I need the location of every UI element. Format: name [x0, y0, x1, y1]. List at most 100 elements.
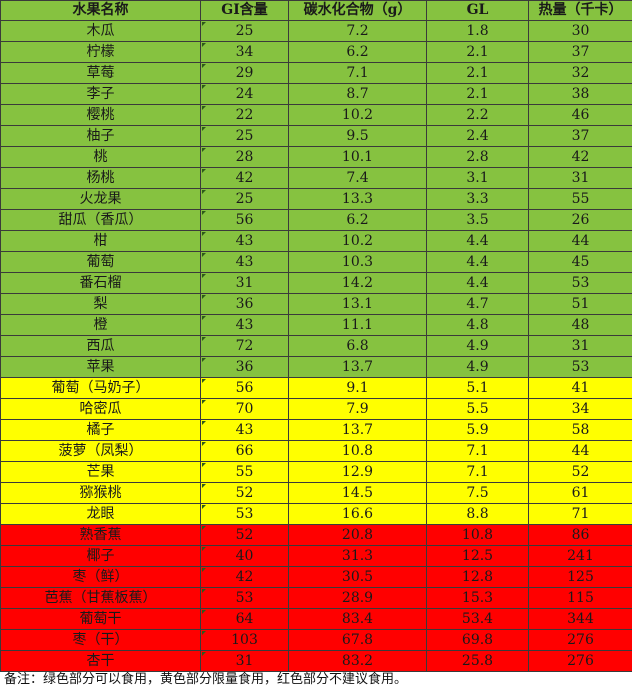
calories-cell: 53 [528, 356, 632, 378]
gi-cell: 25 [200, 188, 289, 210]
gi-cell: 72 [200, 335, 289, 357]
fruit-name-cell: 柚子 [0, 125, 201, 147]
table-row: 西瓜 72 6.8 4.9 31 [0, 335, 632, 357]
table-row: 枣（干） 103 67.8 69.8 276 [0, 629, 632, 651]
fruit-name-cell: 草莓 [0, 62, 201, 84]
calories-cell: 61 [528, 482, 632, 504]
gl-cell: 5.5 [426, 398, 529, 420]
gi-cell: 31 [200, 650, 289, 672]
gl-cell: 25.8 [426, 650, 529, 672]
table-row: 梨 36 13.1 4.7 51 [0, 293, 632, 315]
fruit-name-cell: 葡萄（马奶子） [0, 377, 201, 399]
gl-cell: 4.8 [426, 314, 529, 336]
table-row: 猕猴桃 52 14.5 7.5 61 [0, 482, 632, 504]
gi-cell: 70 [200, 398, 289, 420]
gl-cell: 1.8 [426, 20, 529, 42]
gl-cell: 2.1 [426, 83, 529, 105]
table-row: 哈密瓜 70 7.9 5.5 34 [0, 398, 632, 420]
fruit-name-cell: 橘子 [0, 419, 201, 441]
carbohydrate-cell: 7.2 [288, 20, 427, 42]
table-row: 苹果 36 13.7 4.9 53 [0, 356, 632, 378]
table-row: 草莓 29 7.1 2.1 32 [0, 62, 632, 84]
gl-cell: 7.1 [426, 440, 529, 462]
carbohydrate-cell: 31.3 [288, 545, 427, 567]
calories-cell: 344 [528, 608, 632, 630]
carbohydrate-cell: 13.1 [288, 293, 427, 315]
carbohydrate-cell: 20.8 [288, 524, 427, 546]
carbohydrate-cell: 14.5 [288, 482, 427, 504]
carbohydrate-cell: 10.2 [288, 104, 427, 126]
fruit-name-cell: 杏干 [0, 650, 201, 672]
fruit-name-cell: 葡萄干 [0, 608, 201, 630]
calories-cell: 241 [528, 545, 632, 567]
carbohydrate-cell: 14.2 [288, 272, 427, 294]
carbohydrate-cell: 83.2 [288, 650, 427, 672]
carbohydrate-cell: 83.4 [288, 608, 427, 630]
table-row: 芭蕉（甘蕉板蕉） 53 28.9 15.3 115 [0, 587, 632, 609]
gi-cell: 43 [200, 419, 289, 441]
table-row: 椰子 40 31.3 12.5 241 [0, 545, 632, 567]
calories-cell: 276 [528, 650, 632, 672]
fruit-name-cell: 梨 [0, 293, 201, 315]
fruit-name-cell: 桃 [0, 146, 201, 168]
fruit-name-cell: 西瓜 [0, 335, 201, 357]
calories-cell: 30 [528, 20, 632, 42]
carbohydrate-cell: 6.2 [288, 209, 427, 231]
gl-cell: 5.1 [426, 377, 529, 399]
calories-cell: 58 [528, 419, 632, 441]
carbohydrate-cell: 9.1 [288, 377, 427, 399]
gi-cell: 42 [200, 167, 289, 189]
calories-cell: 86 [528, 524, 632, 546]
gi-cell: 28 [200, 146, 289, 168]
carbohydrate-cell: 28.9 [288, 587, 427, 609]
calories-cell: 38 [528, 83, 632, 105]
fruit-name-cell: 菠萝（凤梨） [0, 440, 201, 462]
gi-cell: 55 [200, 461, 289, 483]
gi-cell: 29 [200, 62, 289, 84]
carbohydrate-cell: 10.8 [288, 440, 427, 462]
fruit-name-cell: 苹果 [0, 356, 201, 378]
gl-cell: 12.8 [426, 566, 529, 588]
table-row: 葡萄 43 10.3 4.4 45 [0, 251, 632, 273]
calories-cell: 32 [528, 62, 632, 84]
calories-cell: 42 [528, 146, 632, 168]
carbohydrate-cell: 10.1 [288, 146, 427, 168]
fruit-name-cell: 哈密瓜 [0, 398, 201, 420]
table-row: 杏干 31 83.2 25.8 276 [0, 650, 632, 672]
fruit-name-cell: 枣（干） [0, 629, 201, 651]
carbohydrate-cell: 6.8 [288, 335, 427, 357]
carbohydrate-cell: 7.9 [288, 398, 427, 420]
carbohydrate-cell: 10.3 [288, 251, 427, 273]
fruit-name-cell: 甜瓜（香瓜） [0, 209, 201, 231]
table-row: 李子 24 8.7 2.1 38 [0, 83, 632, 105]
gl-cell: 2.4 [426, 125, 529, 147]
carbohydrate-cell: 67.8 [288, 629, 427, 651]
gl-cell: 4.4 [426, 251, 529, 273]
gl-cell: 4.9 [426, 356, 529, 378]
gl-cell: 7.1 [426, 461, 529, 483]
carbohydrate-cell: 13.3 [288, 188, 427, 210]
carbohydrate-cell: 11.1 [288, 314, 427, 336]
calories-cell: 26 [528, 209, 632, 231]
gi-cell: 24 [200, 83, 289, 105]
calories-cell: 71 [528, 503, 632, 525]
fruit-name-cell: 猕猴桃 [0, 482, 201, 504]
gl-cell: 5.9 [426, 419, 529, 441]
calories-cell: 55 [528, 188, 632, 210]
table-row: 葡萄（马奶子） 56 9.1 5.1 41 [0, 377, 632, 399]
fruit-name-cell: 火龙果 [0, 188, 201, 210]
calories-cell: 46 [528, 104, 632, 126]
table-row: 龙眼 53 16.6 8.8 71 [0, 503, 632, 525]
gi-cell: 53 [200, 503, 289, 525]
table-row: 熟香蕉 52 20.8 10.8 86 [0, 524, 632, 546]
gi-cell: 53 [200, 587, 289, 609]
gl-cell: 10.8 [426, 524, 529, 546]
header-gi: GI含量 [200, 0, 289, 21]
carbohydrate-cell: 16.6 [288, 503, 427, 525]
gi-cell: 34 [200, 41, 289, 63]
table-row: 柚子 25 9.5 2.4 37 [0, 125, 632, 147]
calories-cell: 31 [528, 335, 632, 357]
fruit-name-cell: 番石榴 [0, 272, 201, 294]
calories-cell: 37 [528, 125, 632, 147]
